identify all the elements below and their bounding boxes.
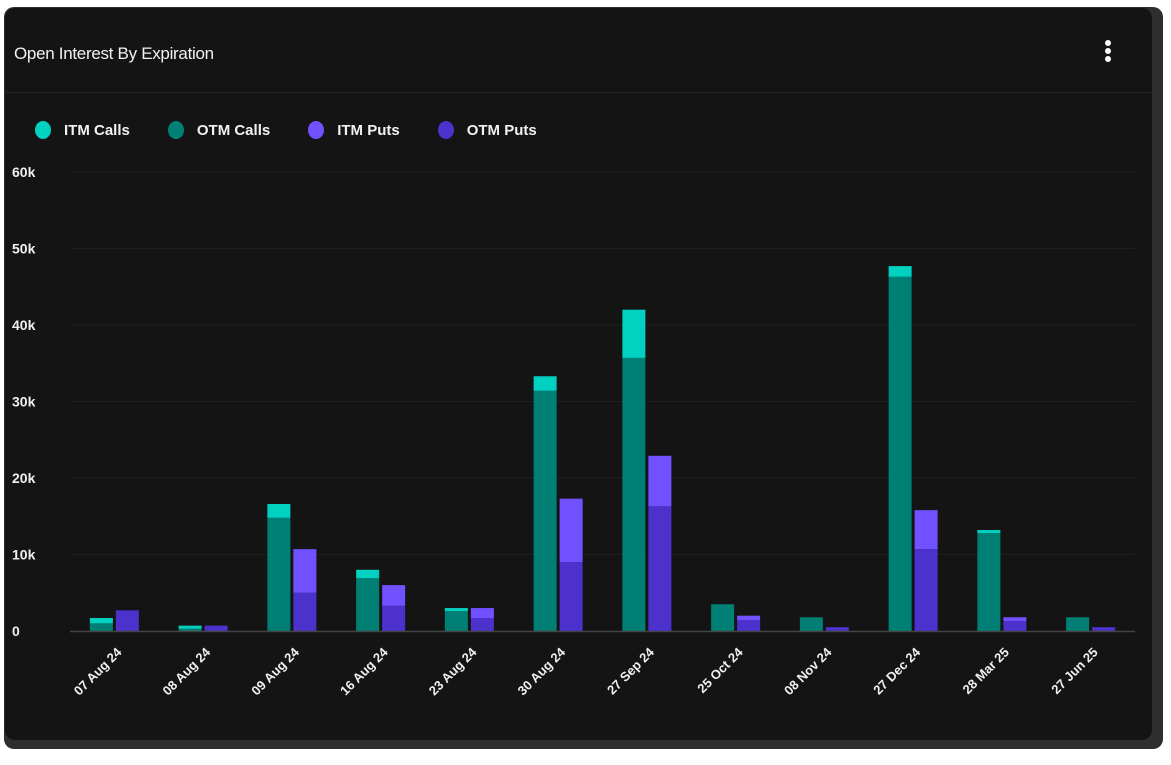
bar-itm-calls xyxy=(267,504,291,518)
y-tick-label: 10k xyxy=(12,547,36,563)
bar-otm-puts xyxy=(648,506,672,631)
bar-otm-puts xyxy=(559,562,583,631)
bar-otm-puts xyxy=(470,617,494,631)
bar-itm-puts xyxy=(559,498,583,563)
bar-otm-calls xyxy=(1066,617,1090,631)
bar-itm-calls xyxy=(977,530,1001,534)
x-tick-label: 27 Sep 24 xyxy=(604,644,658,698)
legend-item-itm-puts[interactable]: ITM Puts xyxy=(308,121,400,139)
x-tick-label: 09 Aug 24 xyxy=(248,644,302,698)
bar-otm-calls xyxy=(444,611,468,631)
bar-otm-puts xyxy=(1092,627,1116,631)
x-tick-label: 08 Aug 24 xyxy=(160,644,214,698)
bar-otm-calls xyxy=(711,604,735,631)
bar-itm-puts xyxy=(737,615,761,621)
bar-itm-puts xyxy=(1003,617,1027,622)
bar-itm-calls xyxy=(356,569,380,579)
x-tick-label: 07 Aug 24 xyxy=(71,644,125,698)
y-tick-label: 40k xyxy=(12,317,36,333)
bar-itm-calls xyxy=(533,376,557,391)
legend-swatch xyxy=(35,121,51,139)
bar-otm-puts xyxy=(914,549,938,631)
x-tick-label: 30 Aug 24 xyxy=(515,644,569,698)
bar-itm-puts xyxy=(914,510,938,550)
card-header: Open Interest By Expiration xyxy=(5,8,1152,93)
bar-otm-calls xyxy=(267,517,291,631)
bar-otm-puts xyxy=(382,605,406,631)
y-tick-label: 50k xyxy=(12,241,36,257)
bar-itm-calls xyxy=(178,625,202,629)
bar-otm-puts xyxy=(825,627,849,631)
chart-legend: ITM Calls OTM Calls ITM Puts OTM Puts xyxy=(35,121,575,139)
legend-swatch xyxy=(167,121,184,139)
bar-otm-calls xyxy=(888,276,912,631)
bar-otm-calls xyxy=(799,617,823,631)
bar-itm-calls xyxy=(89,617,113,624)
bar-otm-puts xyxy=(293,592,317,631)
x-tick-label: 16 Aug 24 xyxy=(337,644,391,698)
bar-itm-puts xyxy=(648,455,672,507)
bar-itm-calls xyxy=(622,309,646,358)
x-tick-label: 08 Nov 24 xyxy=(781,644,835,698)
bar-otm-calls xyxy=(533,390,557,631)
legend-item-otm-calls[interactable]: OTM Calls xyxy=(167,121,271,139)
bar-otm-calls xyxy=(356,578,380,631)
bar-otm-puts xyxy=(737,620,761,631)
legend-label: ITM Puts xyxy=(337,121,400,139)
bar-itm-calls xyxy=(888,266,912,277)
legend-label: ITM Calls xyxy=(64,121,130,139)
bar-otm-puts xyxy=(204,625,228,631)
bar-otm-puts xyxy=(1003,621,1027,631)
bar-otm-calls xyxy=(89,623,113,631)
x-tick-label: 23 Aug 24 xyxy=(426,644,480,698)
card-title: Open Interest By Expiration xyxy=(14,44,214,63)
y-tick-label: 0 xyxy=(12,623,20,639)
x-tick-label: 27 Jun 25 xyxy=(1048,645,1101,698)
bar-otm-calls xyxy=(178,628,202,631)
x-tick-label: 27 Dec 24 xyxy=(870,644,924,698)
y-tick-label: 30k xyxy=(12,394,36,410)
legend-swatch xyxy=(308,121,325,139)
x-tick-label: 25 Oct 24 xyxy=(694,644,746,696)
bar-itm-calls xyxy=(444,608,468,612)
bar-itm-puts xyxy=(470,608,494,618)
y-tick-label: 20k xyxy=(12,470,36,486)
bar-otm-calls xyxy=(622,357,646,631)
legend-swatch xyxy=(437,121,454,139)
bar-itm-puts xyxy=(293,549,317,593)
bar-otm-puts xyxy=(115,610,139,631)
y-tick-label: 60k xyxy=(12,164,36,180)
vertical-ellipsis-icon[interactable] xyxy=(1102,38,1114,66)
legend-label: OTM Puts xyxy=(466,121,537,139)
legend-item-otm-puts[interactable]: OTM Puts xyxy=(437,121,537,139)
legend-item-itm-calls[interactable]: ITM Calls xyxy=(35,121,130,139)
bar-itm-puts xyxy=(382,585,406,606)
bar-otm-calls xyxy=(977,533,1001,631)
legend-label: OTM Calls xyxy=(196,121,271,139)
x-tick-label: 28 Mar 25 xyxy=(959,645,1012,698)
